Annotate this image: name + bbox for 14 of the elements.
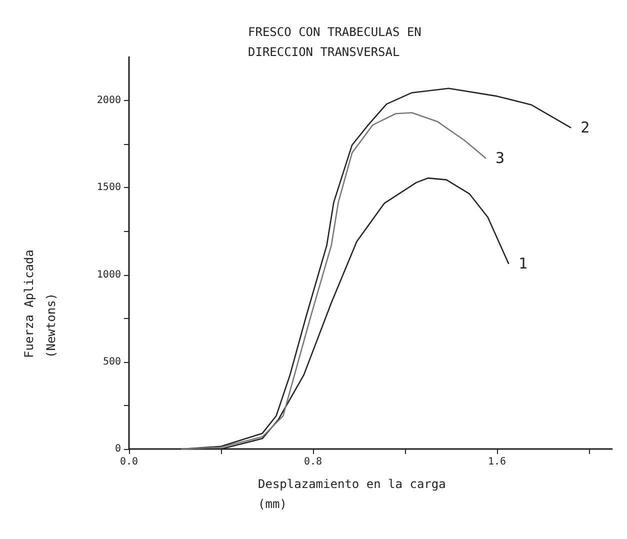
x-tick-label: 0.8 — [304, 456, 322, 468]
y-tick-label: 1500 — [96, 182, 121, 194]
x-tick-label: 0.0 — [120, 456, 138, 468]
y-tick-label: 2000 — [96, 95, 121, 106]
y-tick-label: 1000 — [96, 269, 121, 280]
chart-title: FRESCO CON TRABECULAS EN DIRECCION TRANSVERSAL — [248, 25, 429, 59]
y-axis-title: Fuerza Aplicada (Newtons) — [22, 242, 58, 358]
y-tick-label: 0 — [114, 444, 121, 454]
x-tick-label: 1.6 — [488, 456, 506, 468]
x-axis-title: Desplazamiento en la carga (mm) — [258, 477, 454, 511]
series-label: 1 — [518, 254, 528, 272]
y-tick-label: 500 — [102, 356, 121, 368]
series-label: 3 — [496, 149, 505, 168]
series-label: 2 — [580, 118, 590, 137]
